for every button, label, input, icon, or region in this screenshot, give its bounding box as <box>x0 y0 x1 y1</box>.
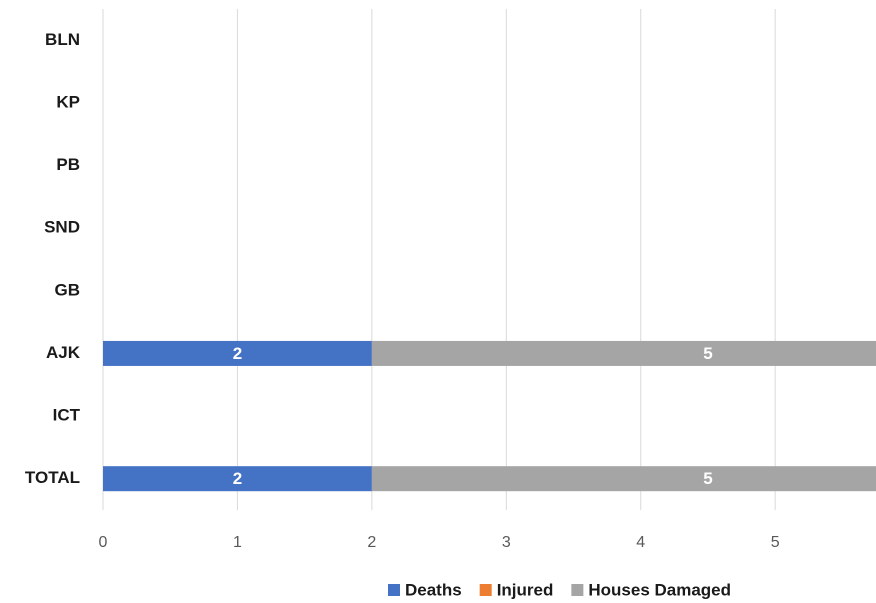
bar-segment <box>371 340 876 366</box>
data-label: 5 <box>703 344 712 363</box>
bar-segment <box>371 466 876 492</box>
legend-label: Houses Damaged <box>588 580 731 599</box>
legend-swatch <box>479 584 492 596</box>
x-tick-label: 0 <box>99 534 108 551</box>
legend-label: Deaths <box>405 580 462 599</box>
x-tick-label: 2 <box>367 534 376 551</box>
x-tick-label: 1 <box>233 534 242 551</box>
y-tick-label: PB <box>56 155 80 174</box>
legend-label: Injured <box>497 580 554 599</box>
y-tick-label: ICT <box>53 406 81 425</box>
y-tick-label: SND <box>44 218 80 237</box>
y-tick-label: GB <box>55 280 81 299</box>
x-tick-label: 3 <box>502 534 511 551</box>
legend-swatch <box>388 584 400 596</box>
data-label: 5 <box>703 469 712 488</box>
bar-segment <box>103 466 372 492</box>
data-label: 2 <box>233 469 242 488</box>
x-tick-label: 5 <box>771 534 780 551</box>
x-tick-label: 4 <box>636 534 645 551</box>
y-tick-label: AJK <box>46 343 81 362</box>
y-tick-label: KP <box>56 92 80 111</box>
y-tick-label: TOTAL <box>25 468 80 487</box>
data-label: 2 <box>233 344 242 363</box>
bar-segment <box>103 340 372 366</box>
bars <box>103 340 876 492</box>
y-tick-label: BLN <box>45 30 80 49</box>
legend-swatch <box>571 584 584 596</box>
